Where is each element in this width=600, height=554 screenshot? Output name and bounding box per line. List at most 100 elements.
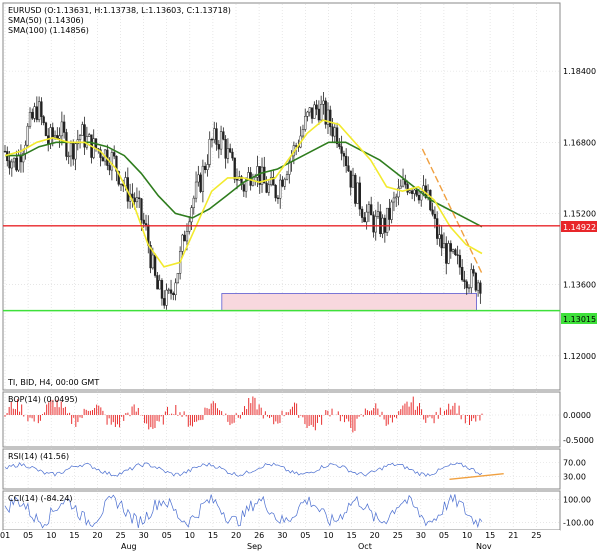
support-price-label: 1.13015 [563, 315, 596, 324]
candle-body [101, 157, 104, 162]
candle-body [472, 269, 475, 274]
candle-body [399, 185, 402, 189]
candle-body [454, 249, 457, 255]
candle-body [208, 138, 211, 165]
candle-body [44, 122, 48, 136]
main-panel-footer-label: TI, BID, H4, 00:00 GMT [7, 378, 99, 387]
candle-body [169, 289, 173, 294]
candle-body [165, 289, 168, 306]
x-axis-band [3, 530, 560, 552]
candle-body [447, 243, 450, 264]
x-tick-label: 01 [0, 531, 10, 540]
candle-body [372, 214, 375, 233]
x-tick-label: 05 [439, 531, 449, 540]
candle-body [358, 182, 361, 210]
x-tick-label: 10 [185, 531, 195, 540]
candle-body [397, 187, 400, 198]
candle-body [12, 157, 16, 163]
price-tick-label: 1.18400 [563, 67, 596, 76]
candle-body [172, 293, 175, 296]
candle-body [463, 279, 466, 282]
candle-body [470, 269, 473, 288]
candle-body [206, 164, 209, 171]
x-tick-label: 30 [277, 531, 287, 540]
candle-body [408, 190, 412, 193]
candle-body [149, 245, 152, 269]
candle-body [479, 282, 482, 294]
bop-panel-title: BOP(14) (0.0495) [8, 395, 78, 404]
candle-body [153, 254, 157, 276]
candle-body [219, 131, 223, 150]
candle-body [349, 170, 352, 188]
candle-body [8, 160, 11, 169]
x-tick-label: 05 [300, 531, 310, 540]
candle-body [345, 155, 348, 166]
candle-body [354, 174, 357, 204]
candle-body [269, 176, 273, 186]
candle-body [390, 201, 393, 220]
candle-body [347, 165, 350, 172]
candle-body [210, 138, 214, 141]
x-tick-label: 21 [508, 531, 518, 540]
candle-body [26, 125, 29, 146]
candle-body [333, 127, 336, 137]
candle-body [131, 193, 134, 199]
x-tick-label: 10 [323, 531, 333, 540]
candle-body [365, 211, 368, 223]
candle-body [215, 128, 218, 145]
candle-body [438, 234, 441, 239]
candle-body [119, 183, 123, 186]
candle-body [176, 273, 180, 284]
x-tick-label: 15 [208, 531, 218, 540]
candle-body [49, 127, 52, 145]
candle-body [78, 135, 82, 140]
candle-body [260, 166, 264, 185]
candle-body [158, 280, 161, 290]
candle-body [410, 190, 414, 194]
candle-body [406, 184, 409, 193]
candle-body [331, 126, 334, 137]
candle-body [217, 144, 220, 150]
candle-body [342, 153, 346, 157]
candle-body [451, 249, 455, 252]
candle-body [363, 217, 366, 223]
support-price-tag [561, 313, 597, 324]
candle-body [367, 204, 371, 213]
candle-body [431, 209, 434, 215]
candle-body [335, 127, 339, 145]
candle-body [442, 243, 446, 249]
candle-body [308, 107, 311, 113]
candle-body [117, 171, 120, 185]
candle-body [310, 107, 314, 119]
candle-body [88, 134, 91, 137]
candle-body [138, 197, 141, 200]
candle-body [194, 181, 198, 199]
candle-body [392, 197, 396, 203]
candle-body [351, 174, 355, 188]
candle-body [197, 174, 200, 183]
candle-body [108, 165, 111, 171]
candle-body [272, 176, 275, 186]
price-tick-label: 1.12000 [563, 352, 596, 361]
x-month-label: Nov [476, 542, 492, 551]
candle-body [320, 104, 323, 121]
candle-body [374, 216, 377, 233]
candle-body [51, 127, 54, 138]
candle-body [229, 148, 232, 153]
candle-body [338, 143, 341, 147]
candle-body [40, 101, 43, 117]
candle-body [156, 275, 159, 290]
candle-body [276, 197, 280, 199]
x-tick-label: 26 [254, 531, 264, 540]
candle-body [37, 101, 41, 120]
candle-body [256, 166, 259, 178]
candle-body [449, 243, 452, 252]
candle-body [204, 165, 207, 171]
cci-line [4, 493, 483, 529]
candle-body [233, 157, 236, 180]
x-month-label: Sep [247, 542, 262, 551]
candle-body [28, 111, 32, 127]
candle-body [476, 282, 480, 291]
candle-body [133, 197, 136, 203]
x-tick-label: 30 [416, 531, 426, 540]
